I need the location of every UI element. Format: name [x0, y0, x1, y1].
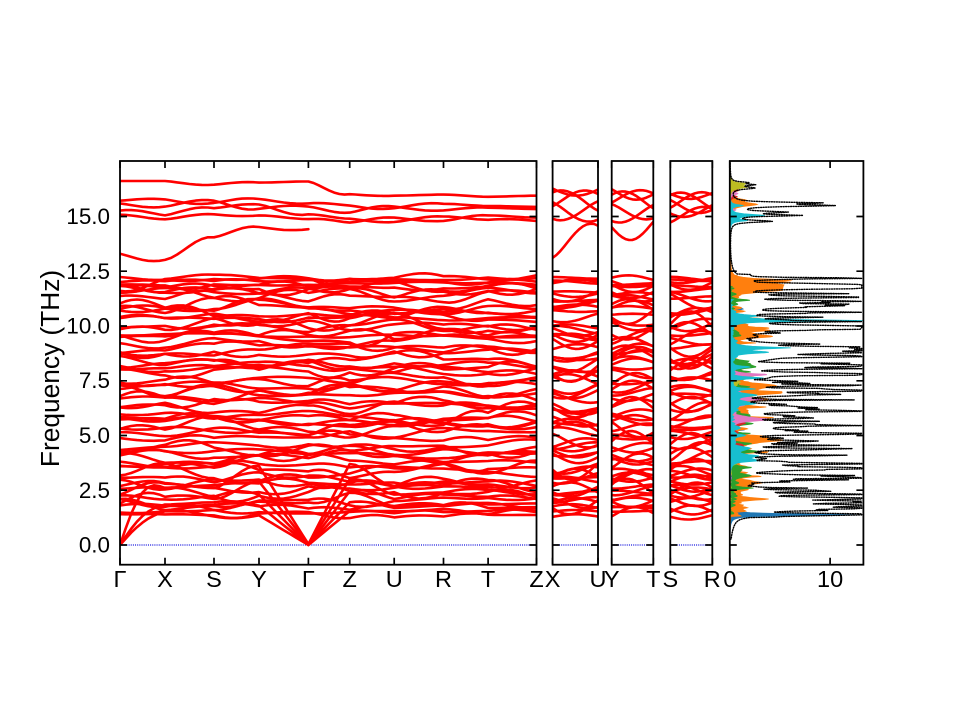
- svg-text:Y: Y: [251, 566, 267, 592]
- svg-text:10.0: 10.0: [66, 314, 110, 339]
- svg-text:Z: Z: [529, 566, 543, 592]
- svg-text:Z: Z: [343, 566, 357, 592]
- svg-text:S: S: [206, 566, 222, 592]
- svg-text:X: X: [157, 566, 173, 592]
- svg-text:Γ: Γ: [114, 566, 127, 592]
- svg-text:5.0: 5.0: [79, 423, 110, 448]
- svg-text:0.0: 0.0: [79, 533, 110, 558]
- svg-text:7.5: 7.5: [79, 368, 110, 393]
- svg-text:R: R: [435, 566, 452, 592]
- svg-text:S: S: [662, 566, 678, 592]
- svg-text:X: X: [545, 566, 561, 592]
- svg-text:U: U: [386, 566, 403, 592]
- svg-text:Γ: Γ: [302, 566, 315, 592]
- svg-text:R: R: [704, 566, 721, 592]
- svg-text:2.5: 2.5: [79, 478, 110, 503]
- svg-text:Frequency (THz): Frequency (THz): [35, 270, 65, 467]
- svg-text:Y: Y: [604, 566, 620, 592]
- svg-text:12.5: 12.5: [66, 259, 110, 284]
- svg-text:0: 0: [723, 566, 736, 592]
- svg-text:T: T: [481, 566, 495, 592]
- svg-text:U: U: [590, 566, 607, 592]
- svg-text:T: T: [646, 566, 660, 592]
- svg-text:10: 10: [817, 566, 843, 592]
- svg-text:15.0: 15.0: [66, 204, 110, 229]
